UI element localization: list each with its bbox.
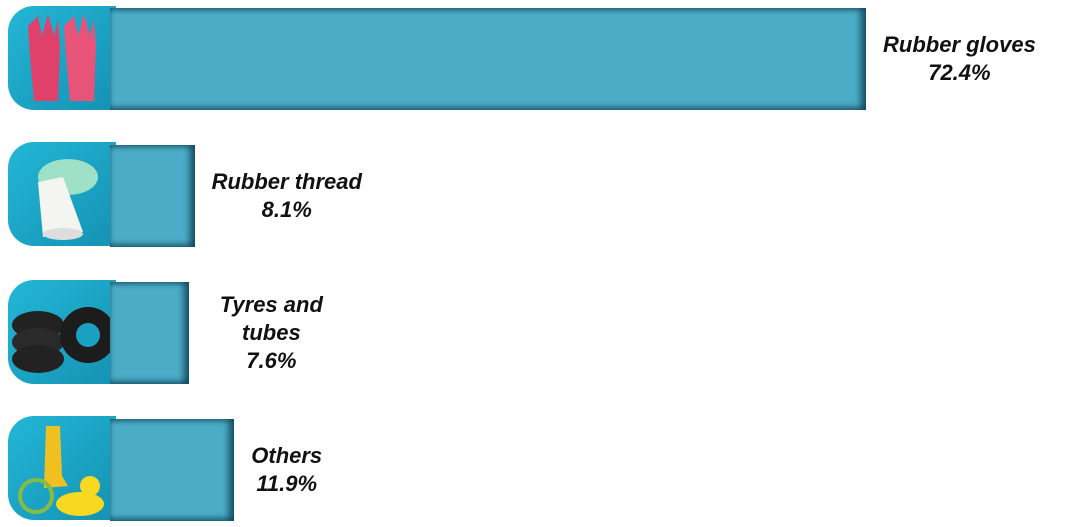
value-label: 11.9% [256,471,318,496]
bar-label: Others 11.9% [251,442,322,498]
category-label: Tyres and tubes [219,292,323,345]
bar [110,419,235,521]
bar [110,145,195,247]
icon-tyres [8,280,116,384]
icon-gloves [8,6,116,110]
value-label: 8.1% [261,197,312,222]
value-label: 7.6% [246,348,297,373]
bar [110,8,866,110]
icon-others [8,416,116,520]
bar-label: Rubber thread 8.1% [212,168,362,224]
icon-thread [8,142,116,246]
category-label: Rubber thread [211,169,362,194]
category-label: Others [251,443,323,468]
bar-label: Tyres and tubes 7.6% [206,291,336,375]
bar [110,282,190,384]
value-label: 72.4% [928,60,991,85]
category-label: Rubber gloves [883,32,1036,57]
bar-label: Rubber gloves 72.4% [883,31,1036,87]
